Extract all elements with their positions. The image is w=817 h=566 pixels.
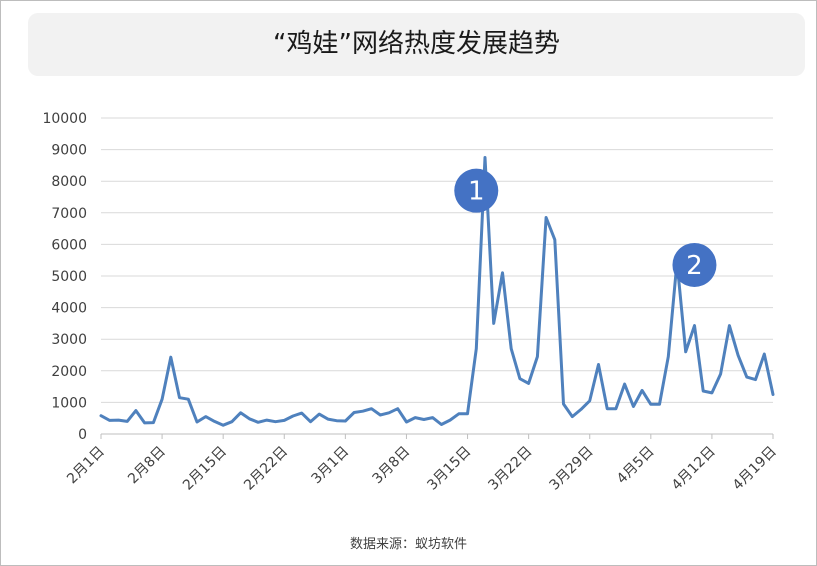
x-tick-label: 4月12日 <box>669 444 719 494</box>
x-tick-label: 2月8日 <box>125 444 169 488</box>
x-axis: 2月1日 2月8日 2月15日 2月22日 3月1日 3月8日 3月15日 3月22日 3月29… <box>64 433 780 494</box>
data-source: 数据来源：蚁坊软件 <box>349 537 467 552</box>
x-tick-label: 4月5日 <box>614 444 658 488</box>
x-tick-label: 2月22日 <box>241 444 291 494</box>
y-axis-ticks: 0 1000 2000 3000 4000 5000 6000 7000 8000 9000 100… <box>42 111 87 443</box>
x-tick-label: 3月29日 <box>547 444 597 494</box>
y-tick-label: 8000 <box>51 174 87 190</box>
x-tick-label: 4月19日 <box>730 444 780 494</box>
x-tick-label: 3月22日 <box>485 444 535 494</box>
series-line <box>99 156 775 427</box>
y-tick-label: 9000 <box>51 143 87 159</box>
y-tick-label: 5000 <box>51 269 87 285</box>
x-tick-label: 2月1日 <box>64 444 108 488</box>
y-tick-label: 0 <box>78 427 87 443</box>
title-box: “鸡娃”网络热度发展趋势 <box>28 13 805 76</box>
annotation-label: 1 <box>468 177 485 207</box>
annotation-badge <box>672 242 717 287</box>
y-tick-label: 2000 <box>51 364 87 380</box>
y-tick-label: 3000 <box>51 332 87 348</box>
chart-title: “鸡娃”网络热度发展趋势 <box>273 29 560 59</box>
annotation-label: 2 <box>686 251 703 281</box>
x-tick-label: 3月1日 <box>308 444 352 488</box>
x-tick-label: 2月15日 <box>180 444 230 494</box>
y-tick-label: 7000 <box>51 206 87 222</box>
annotation-badge <box>454 168 499 213</box>
y-tick-label: 1000 <box>51 395 87 411</box>
annotations-layer: 12 <box>454 168 717 287</box>
y-tick-label: 10000 <box>42 111 87 127</box>
series-layer <box>99 156 775 427</box>
grid-lines <box>101 117 773 403</box>
y-tick-label: 6000 <box>51 237 87 253</box>
x-tick-label: 3月8日 <box>370 444 414 488</box>
y-tick-label: 4000 <box>51 301 87 317</box>
x-tick-label: 3月15日 <box>424 444 474 494</box>
